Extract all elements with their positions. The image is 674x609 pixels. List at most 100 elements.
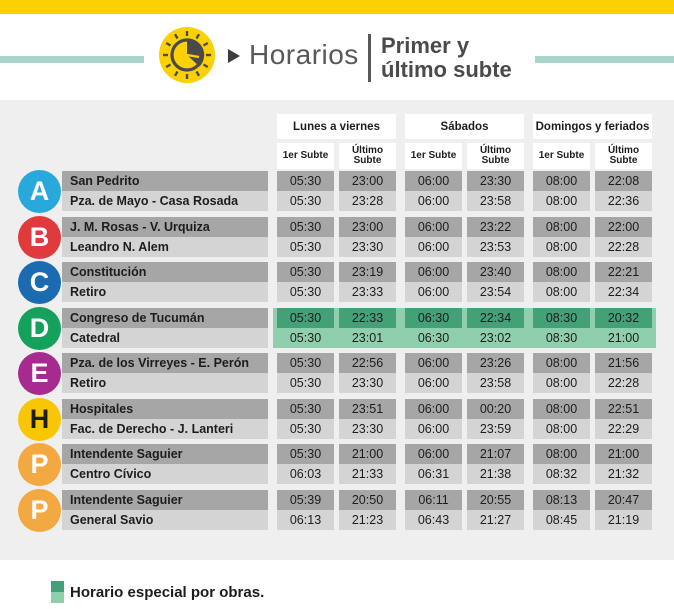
time-cell: 22:33 xyxy=(339,307,396,328)
first-station-row: Constitución 05:30 23:19 06:00 23:40 08:… xyxy=(0,262,674,282)
first-station-row: J. M. Rosas - V. Urquiza 05:30 23:00 06:… xyxy=(0,216,674,237)
time-cell: 23:30 xyxy=(339,418,396,439)
time-cell: 06:00 xyxy=(405,191,462,211)
subtitle-line-1: Primer y xyxy=(381,33,470,58)
time-cell: 08:00 xyxy=(533,398,590,419)
play-arrow-icon xyxy=(228,49,240,63)
time-cell: 23:40 xyxy=(467,262,524,282)
first-station-row: Congreso de Tucumán 05:30 22:33 06:30 22… xyxy=(0,307,674,328)
line-row: Constitución 05:30 23:19 06:00 23:40 08:… xyxy=(0,261,674,304)
subtitle-line-2: último subte xyxy=(381,57,512,82)
time-cell: 05:30 xyxy=(277,262,334,282)
day-group-saturdays: Sábados xyxy=(405,114,524,139)
time-cell: 06:43 xyxy=(405,509,462,530)
subheader-first-subte: 1er Subte xyxy=(405,143,462,169)
time-cell: 08:45 xyxy=(533,509,590,530)
station-name: J. M. Rosas - V. Urquiza xyxy=(62,216,268,237)
time-cell: 23:30 xyxy=(467,171,524,191)
line-row: Pza. de los Virreyes - E. Perón 05:30 22… xyxy=(0,352,674,395)
time-cell: 21:00 xyxy=(595,444,652,464)
time-cell: 21:38 xyxy=(467,464,524,484)
time-cell: 06:30 xyxy=(405,307,462,328)
page-title: Horarios xyxy=(249,39,359,70)
subheader-last-subte: Último Subte xyxy=(467,143,524,169)
time-cell: 06:30 xyxy=(405,327,462,348)
station-name: Intendente Saguier xyxy=(62,489,268,510)
top-yellow-bar xyxy=(0,0,674,14)
legend: Horario especial por obras. xyxy=(51,581,264,603)
line-row: Hospitales 05:30 23:51 06:00 00:20 08:00… xyxy=(0,397,674,441)
time-cell: 22:08 xyxy=(595,171,652,191)
page-subtitle: Primer y último subte xyxy=(381,34,512,82)
time-cell: 08:00 xyxy=(533,171,590,191)
last-station-row: Retiro 05:30 23:30 06:00 23:58 08:00 22:… xyxy=(0,373,674,393)
time-cell: 22:56 xyxy=(339,353,396,373)
station-name: Hospitales xyxy=(62,398,268,419)
time-cell: 21:00 xyxy=(595,327,652,348)
subheader-first-subte: 1er Subte xyxy=(533,143,590,169)
time-cell: 06:00 xyxy=(405,282,462,302)
station-name: Retiro xyxy=(62,282,268,302)
time-cell: 06:00 xyxy=(405,444,462,464)
time-cell: 20:55 xyxy=(467,489,524,510)
time-cell: 06:00 xyxy=(405,216,462,237)
time-cell: 06:00 xyxy=(405,373,462,393)
line-badge: P xyxy=(18,443,61,486)
time-cell: 23:59 xyxy=(467,418,524,439)
highlight-strip xyxy=(273,307,656,348)
time-cell: 00:20 xyxy=(467,398,524,419)
time-cell: 23:01 xyxy=(339,327,396,348)
time-cell: 22:36 xyxy=(595,191,652,211)
time-cell: 05:30 xyxy=(277,216,334,237)
line-badge: D xyxy=(18,306,61,350)
line-row: Intendente Saguier 05:30 21:00 06:00 21:… xyxy=(0,443,674,486)
time-cell: 23:54 xyxy=(467,282,524,302)
time-cell: 22:51 xyxy=(595,398,652,419)
time-cell: 08:00 xyxy=(533,236,590,257)
time-cell: 08:00 xyxy=(533,262,590,282)
time-cell: 21:33 xyxy=(339,464,396,484)
timetable: Lunes a viernes Sábados Domingos y feria… xyxy=(0,100,674,560)
time-cell: 22:29 xyxy=(595,418,652,439)
time-cell: 05:30 xyxy=(277,236,334,257)
special-schedule-swatch-icon xyxy=(51,581,64,603)
time-cell: 06:00 xyxy=(405,262,462,282)
time-cell: 05:30 xyxy=(277,444,334,464)
time-cell: 06:00 xyxy=(405,398,462,419)
time-cell: 22:00 xyxy=(595,216,652,237)
time-cell: 20:32 xyxy=(595,307,652,328)
last-station-row: Leandro N. Alem 05:30 23:30 06:00 23:53 … xyxy=(0,236,674,257)
station-name: San Pedrito xyxy=(62,171,268,191)
time-cell: 08:00 xyxy=(533,282,590,302)
time-cell: 06:31 xyxy=(405,464,462,484)
time-cell: 06:00 xyxy=(405,236,462,257)
day-group-sundays: Domingos y feriados xyxy=(533,114,652,139)
station-name: Retiro xyxy=(62,373,268,393)
time-cell: 23:00 xyxy=(339,171,396,191)
time-cell: 06:13 xyxy=(277,509,334,530)
station-name: Pza. de los Virreyes - E. Perón xyxy=(62,353,268,373)
time-cell: 08:00 xyxy=(533,373,590,393)
time-cell: 05:30 xyxy=(277,353,334,373)
line-row: Intendente Saguier 05:39 20:50 06:11 20:… xyxy=(0,488,674,532)
station-name: Pza. de Mayo - Casa Rosada xyxy=(62,191,268,211)
time-cell: 23:58 xyxy=(467,373,524,393)
line-badge: A xyxy=(18,170,61,213)
first-station-row: Intendente Saguier 05:39 20:50 06:11 20:… xyxy=(0,489,674,510)
time-cell: 08:13 xyxy=(533,489,590,510)
first-station-row: Hospitales 05:30 23:51 06:00 00:20 08:00… xyxy=(0,398,674,419)
station-name: Constitución xyxy=(62,262,268,282)
subheader-first-subte: 1er Subte xyxy=(277,143,334,169)
time-cell: 23:33 xyxy=(339,282,396,302)
time-cell: 23:53 xyxy=(467,236,524,257)
line-row: Congreso de Tucumán 05:30 22:33 06:30 22… xyxy=(0,306,674,350)
line-row: J. M. Rosas - V. Urquiza 05:30 23:00 06:… xyxy=(0,215,674,259)
time-cell: 21:23 xyxy=(339,509,396,530)
subheader-last-subte: Último Subte xyxy=(595,143,652,169)
time-cell: 05:30 xyxy=(277,282,334,302)
line-row: San Pedrito 05:30 23:00 06:00 23:30 08:0… xyxy=(0,170,674,213)
last-station-row: Catedral 05:30 23:01 06:30 23:02 08:30 2… xyxy=(0,327,674,348)
station-name: Centro Cívico xyxy=(62,464,268,484)
time-cell: 22:34 xyxy=(467,307,524,328)
clock-icon xyxy=(159,27,215,83)
